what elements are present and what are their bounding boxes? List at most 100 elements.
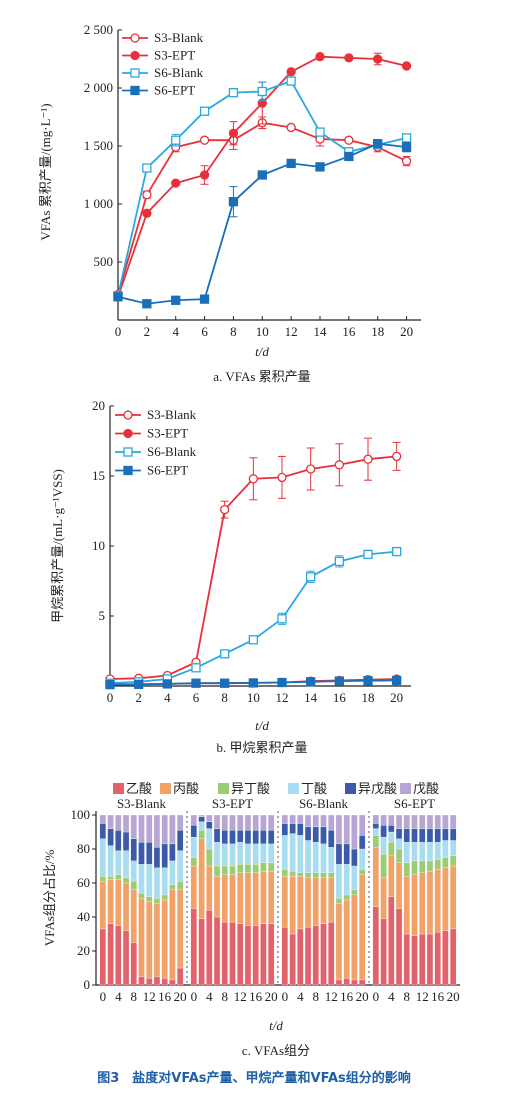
x-tick-label: 8	[221, 690, 228, 705]
data-point	[171, 295, 181, 305]
bar-segment	[335, 864, 343, 899]
bar-segment	[130, 889, 137, 943]
bar-segment	[419, 860, 426, 873]
bar-segment	[328, 877, 335, 923]
bar-segment	[388, 814, 395, 826]
legend-label: 丁酸	[301, 781, 327, 796]
y-tick-label: 60	[77, 875, 90, 890]
bar-segment	[358, 814, 366, 836]
bar-segment	[411, 814, 418, 829]
data-point	[105, 679, 115, 690]
data-point	[257, 86, 267, 97]
data-point	[344, 53, 354, 63]
bar-segment	[176, 830, 184, 851]
x-tick-label: 4	[115, 989, 122, 1004]
bar-group-s6-ept: S6-EPT 0 4 8 12 16 20	[373, 796, 460, 1004]
bar-segment	[213, 842, 221, 867]
bar-segment	[289, 823, 296, 834]
bar-segment	[403, 876, 410, 935]
bar-segment	[281, 814, 289, 824]
bar-segment	[244, 864, 252, 873]
bar-segment	[289, 814, 296, 824]
bar-segment	[229, 921, 236, 986]
bar-segment	[267, 923, 275, 986]
bar-segment	[403, 814, 410, 829]
bar-segment	[442, 857, 449, 868]
bar-segment	[122, 850, 130, 879]
bar-segment	[351, 865, 358, 890]
bar-segment	[320, 826, 327, 845]
legend-marker	[130, 68, 140, 78]
data-point	[134, 679, 144, 689]
bar-segment	[198, 814, 205, 817]
bar-segment	[229, 814, 236, 831]
bar-segment	[281, 823, 289, 836]
bar-segment	[403, 933, 410, 986]
bar-segment	[419, 842, 426, 862]
panel-a-subtitle: a. VFAs 累积产量	[213, 369, 310, 384]
bar-segment	[426, 870, 434, 935]
bar-segment	[267, 870, 275, 924]
bar-segment	[260, 814, 267, 831]
legend-label: 乙酸	[126, 781, 152, 796]
bar-segment	[388, 855, 395, 897]
bar-segment	[304, 840, 312, 873]
x-tick-label: 8	[230, 324, 237, 339]
x-tick-label: 20	[356, 989, 369, 1004]
bar-segment	[372, 906, 380, 986]
x-tick-label: 0	[107, 690, 114, 705]
data-point	[373, 139, 383, 149]
x-tick-label: 2	[135, 690, 142, 705]
x-tick-label: 4	[172, 324, 179, 339]
bar-segment	[138, 893, 145, 899]
bar-segment	[130, 838, 137, 862]
bar-segment	[351, 979, 358, 986]
bar-segment	[449, 928, 457, 986]
data-point	[401, 156, 412, 166]
bar-segment	[297, 876, 304, 930]
bar-segment	[115, 925, 122, 986]
panel-c-xlabel: t/d	[269, 1018, 283, 1033]
legend-marker	[123, 465, 133, 476]
bar-segment	[320, 877, 327, 924]
bar-segment	[343, 978, 350, 986]
x-tick-label: 6	[193, 690, 200, 705]
bar-segment	[372, 828, 380, 836]
bar-segment	[267, 843, 275, 863]
bar-segment	[442, 814, 449, 829]
bar-segment	[395, 828, 403, 839]
bar-segment	[138, 842, 145, 865]
bar-segment	[343, 899, 350, 979]
data-point	[199, 170, 210, 180]
bar-segment	[221, 830, 228, 845]
bar-segment	[122, 877, 130, 884]
bar-segment	[153, 898, 161, 904]
bar-segment	[343, 894, 350, 901]
bar-segment	[169, 814, 176, 845]
bar-segment	[115, 874, 122, 880]
bar-segment	[107, 845, 114, 877]
panel-b-subtitle: b. 甲烷累积产量	[216, 740, 307, 755]
bar-segment	[380, 814, 387, 826]
data-point	[306, 572, 316, 582]
data-point	[344, 151, 354, 162]
bar-segment	[395, 862, 403, 909]
x-tick-label: 8	[404, 989, 411, 1004]
bar-segment	[358, 869, 366, 875]
bar-segment	[358, 979, 366, 986]
bar-segment	[434, 859, 441, 870]
bar-segment	[237, 923, 244, 986]
bar-segment	[380, 918, 387, 986]
bar-segment	[312, 826, 319, 843]
bar-segment	[281, 927, 289, 986]
data-point	[277, 614, 287, 624]
data-point	[373, 54, 383, 64]
bar-segment	[99, 876, 107, 882]
bar-segment	[380, 836, 387, 855]
bar-segment	[449, 828, 457, 841]
y-tick-label: 40	[77, 909, 90, 924]
bar-segment	[213, 865, 221, 877]
bar-segment	[372, 814, 380, 824]
bar-segment	[434, 842, 441, 860]
